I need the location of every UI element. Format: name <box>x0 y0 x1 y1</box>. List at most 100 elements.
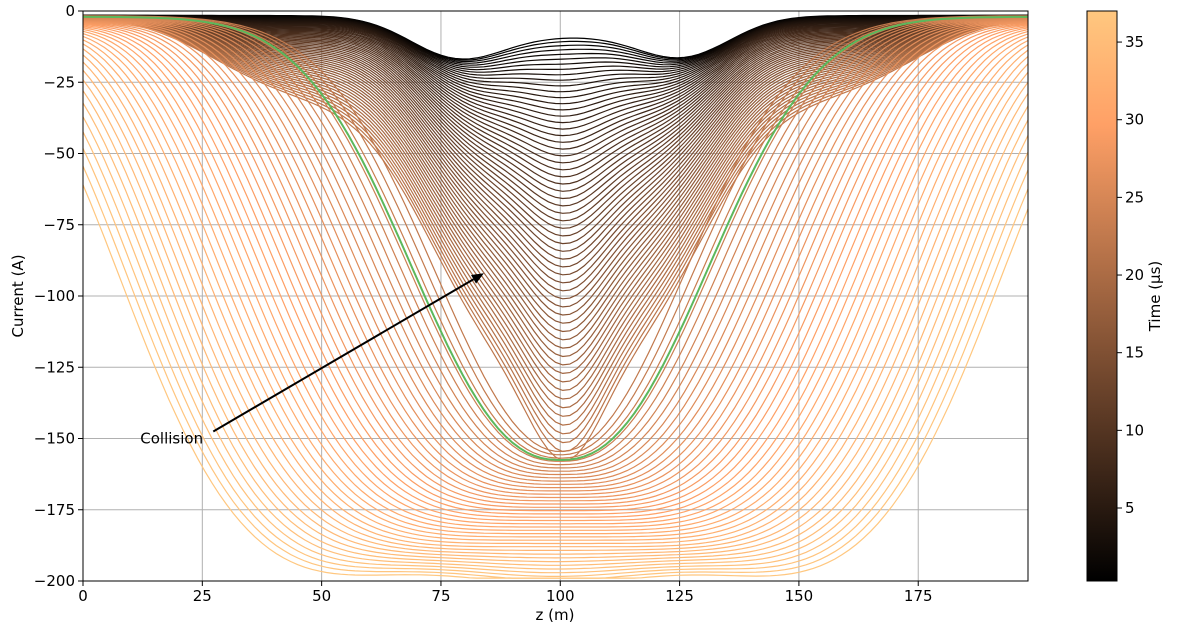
series-line <box>83 16 1028 366</box>
series-line <box>83 27 1028 522</box>
series-line <box>83 30 1028 528</box>
series-line <box>83 43 1028 541</box>
series-lines <box>83 14 1028 579</box>
series-line <box>83 15 1028 252</box>
colorbar-label: Time (µs) <box>1146 261 1164 333</box>
x-tick-label: 175 <box>904 587 933 605</box>
series-line <box>83 15 1028 99</box>
series-line <box>83 15 1028 105</box>
series-line <box>83 16 1028 466</box>
x-tick-label: 125 <box>665 587 694 605</box>
x-tick-label: 25 <box>193 587 212 605</box>
colorbar-tick-label: 5 <box>1125 499 1135 517</box>
x-tick-label: 150 <box>785 587 814 605</box>
colorbar-tick-label: 15 <box>1125 344 1144 362</box>
series-line <box>83 90 1028 563</box>
y-tick-label: −50 <box>43 145 75 163</box>
series-line <box>83 16 1028 383</box>
colorbar-tick-label: 10 <box>1125 421 1144 439</box>
series-line <box>83 102 1028 566</box>
series-line <box>83 24 1028 512</box>
series-line <box>83 35 1028 535</box>
collision-annotation: Collision <box>140 273 484 448</box>
series-line <box>83 15 1028 237</box>
series-line <box>83 79 1028 559</box>
y-tick-label: 0 <box>65 2 75 20</box>
colorbar-ticks: 5 10 15 20 25 30 35 <box>1117 33 1144 517</box>
series-line <box>83 15 1028 284</box>
series-line <box>83 69 1028 555</box>
collision-arrow <box>212 278 475 433</box>
x-axis-label: z (m) <box>536 606 575 624</box>
series-line <box>83 14 1028 93</box>
series-line <box>83 165 1028 579</box>
series-line <box>83 21 1028 495</box>
series-line <box>83 131 1028 574</box>
y-tick-label: −200 <box>34 572 75 590</box>
y-axis-ticks: 0 −25 −50 −75 −100 −125 −150 −175 −200 <box>34 2 83 590</box>
series-line <box>83 39 1028 538</box>
series-line <box>83 33 1028 531</box>
series-line <box>83 16 1028 444</box>
series-line <box>83 16 1028 453</box>
series-line <box>83 19 1028 485</box>
series-line <box>83 16 1028 459</box>
colorbar <box>1086 10 1118 582</box>
series-line <box>83 16 1028 324</box>
colorbar-tick-label: 30 <box>1125 111 1144 129</box>
x-axis-ticks: 0 25 50 75 100 125 150 175 <box>78 581 933 605</box>
highlight-series-line <box>83 15 1028 462</box>
series-line <box>83 16 1028 341</box>
y-tick-label: −150 <box>34 430 75 448</box>
series-line <box>83 184 1028 579</box>
series-line <box>83 17 1028 469</box>
series-line <box>83 15 1028 111</box>
colorbar-tick-label: 25 <box>1125 188 1144 206</box>
x-tick-label: 50 <box>312 587 331 605</box>
series-line <box>83 18 1028 479</box>
series-line <box>83 61 1028 551</box>
series-line <box>83 48 1028 545</box>
series-line <box>83 22 1028 505</box>
y-tick-label: −175 <box>34 501 75 519</box>
series-line <box>83 14 1028 81</box>
series-line <box>83 25 1028 515</box>
series-line <box>83 19 1028 482</box>
series-line <box>83 16 1028 409</box>
collision-label: Collision <box>140 430 203 448</box>
series-line <box>83 17 1028 472</box>
series-line <box>83 15 1028 453</box>
series-line <box>83 20 1028 492</box>
collision-arrow-head <box>471 273 484 284</box>
y-tick-label: −25 <box>43 73 75 91</box>
series-line <box>83 15 1028 117</box>
series-line <box>83 18 1028 476</box>
series-line <box>83 16 1028 400</box>
series-line <box>83 148 1028 577</box>
series-line <box>83 22 1028 502</box>
series-line <box>83 15 1028 268</box>
series-line <box>83 16 1028 358</box>
series-line <box>83 20 1028 489</box>
y-tick-label: −100 <box>34 287 75 305</box>
colorbar-tick-label: 20 <box>1125 266 1144 284</box>
series-line <box>83 54 1028 548</box>
x-tick-label: 75 <box>431 587 450 605</box>
colorbar-tick-label: 35 <box>1125 33 1144 51</box>
y-tick-label: −75 <box>43 216 75 234</box>
series-line <box>83 23 1028 508</box>
series-line <box>83 26 1028 518</box>
x-tick-label: 100 <box>546 587 575 605</box>
x-tick-label: 0 <box>78 587 88 605</box>
y-axis-label: Current (A) <box>9 254 27 337</box>
series-line <box>83 16 1028 417</box>
highlight-series-layer <box>83 15 1028 462</box>
series-line <box>83 28 1028 525</box>
series-line <box>83 15 1028 214</box>
series-line <box>83 21 1028 499</box>
series-line <box>83 116 1028 570</box>
series-line <box>83 15 1028 456</box>
series-line <box>83 16 1028 426</box>
series-line <box>83 15 1028 300</box>
